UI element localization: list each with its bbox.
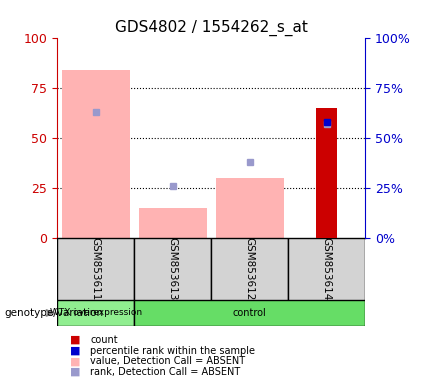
Text: GSM853611: GSM853611 [91,237,101,301]
Text: ■: ■ [70,335,81,345]
Text: value, Detection Call = ABSENT: value, Detection Call = ABSENT [90,356,246,366]
Text: rank, Detection Call = ABSENT: rank, Detection Call = ABSENT [90,367,240,377]
Text: ■: ■ [70,346,81,356]
FancyBboxPatch shape [57,300,134,326]
Bar [216,178,284,238]
Text: count: count [90,335,118,345]
FancyBboxPatch shape [211,238,288,300]
Text: percentile rank within the sample: percentile rank within the sample [90,346,255,356]
Text: ■: ■ [70,367,81,377]
Text: genotype/variation: genotype/variation [4,308,103,318]
Text: GSM853612: GSM853612 [245,237,255,301]
Text: GSM853614: GSM853614 [322,237,332,301]
Bar [139,208,207,238]
FancyBboxPatch shape [134,238,211,300]
Bar [316,108,337,238]
Title: GDS4802 / 1554262_s_at: GDS4802 / 1554262_s_at [115,20,308,36]
FancyBboxPatch shape [288,238,365,300]
Text: control: control [233,308,267,318]
Bar [62,70,130,238]
Text: ■: ■ [70,356,81,366]
Text: GSM853613: GSM853613 [168,237,178,301]
FancyBboxPatch shape [134,300,365,326]
Text: WTX overexpression: WTX overexpression [50,308,142,318]
FancyBboxPatch shape [57,238,134,300]
